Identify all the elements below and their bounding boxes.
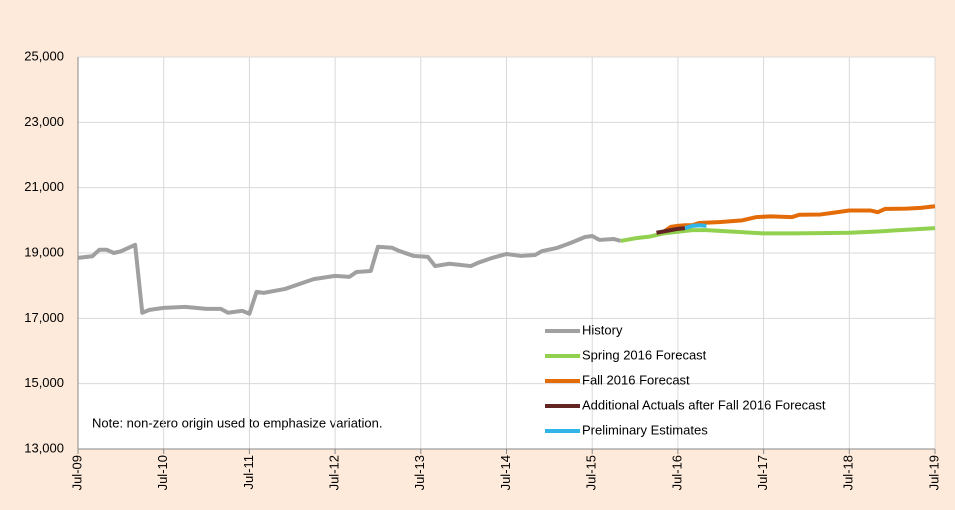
series-line [77,234,622,316]
y-tick-label: 13,000 [24,440,64,455]
series-line [620,226,936,243]
y-tick-label: 17,000 [24,310,64,325]
x-tick-label: Jul-12 [327,455,342,490]
note: Note: non-zero origin used to emphasize … [92,415,383,430]
legend-label: Preliminary Estimates [582,422,708,437]
series-line [684,223,707,231]
legend-label: Spring 2016 Forecast [582,347,707,362]
legend-label: Additional Actuals after Fall 2016 Forec… [582,397,826,412]
x-tick-label: Jul-10 [155,455,170,490]
x-tick-label: Jul-17 [755,455,770,490]
series-line [662,204,936,234]
y-tick-label: 21,000 [24,179,64,194]
x-tick-label: Jul-14 [498,455,513,490]
y-tick-label: 25,000 [24,48,64,63]
y-tick-label: 19,000 [24,244,64,259]
x-tick-label: Jul-13 [412,455,427,490]
legend-label: History [582,322,623,337]
x-tick-label: Jul-16 [669,455,684,490]
x-tick-label: Jul-09 [69,455,84,490]
x-tick-label: Jul-15 [584,455,599,490]
y-tick-label: 23,000 [24,114,64,129]
legend-label: Fall 2016 Forecast [582,372,690,387]
series-line [656,226,686,235]
x-tick-label: Jul-19 [926,455,941,490]
x-tick-label: Jul-18 [841,455,856,490]
y-tick-label: 15,000 [24,375,64,390]
x-tick-label: Jul-11 [241,455,256,489]
